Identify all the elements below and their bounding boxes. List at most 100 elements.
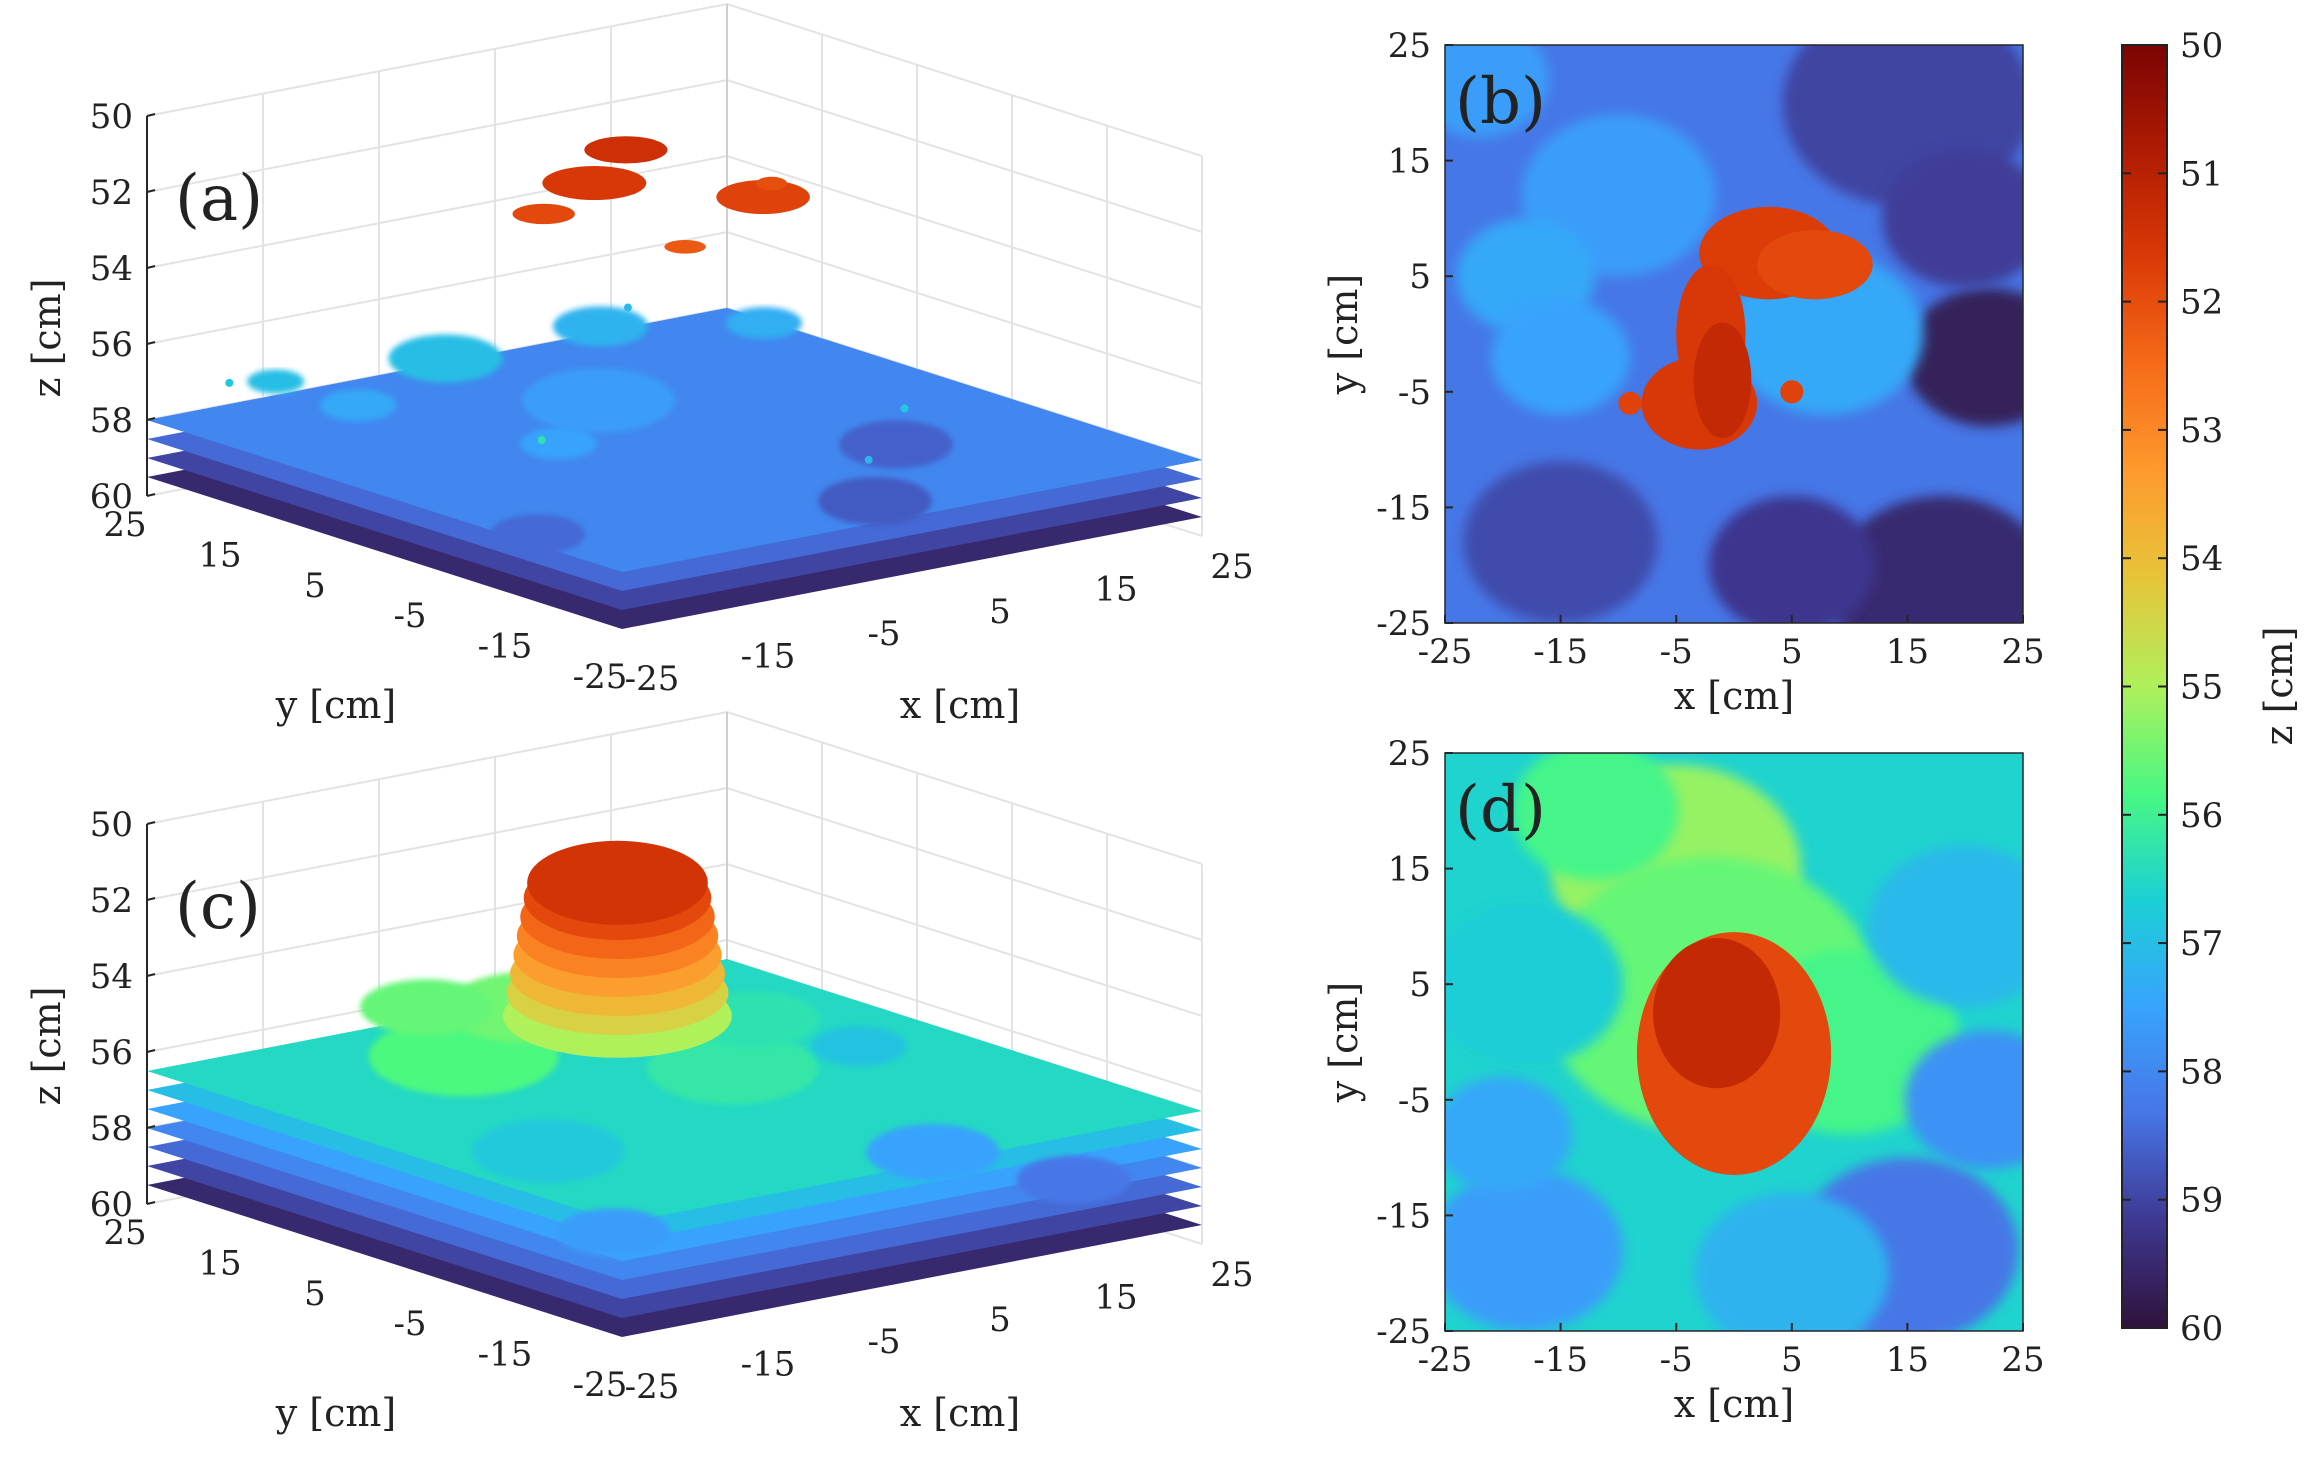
panel-label: (d) xyxy=(1455,773,1546,847)
y-tick-label: -25 xyxy=(1376,604,1431,644)
y-tick-label: 15 xyxy=(1388,142,1431,182)
panel-c-3d-scatter: 50525456586025155-5-15-25-25-15-551525y … xyxy=(25,710,1254,1435)
x-tick-label: -15 xyxy=(741,637,796,677)
x-tick-label: -15 xyxy=(1533,632,1588,672)
surface-patch xyxy=(320,389,396,422)
z-tick xyxy=(146,493,156,497)
x-axis-label: x [cm] xyxy=(900,1391,1020,1435)
object-cloud xyxy=(225,136,909,464)
y-tick-label: 15 xyxy=(198,1243,241,1283)
colorbar-tick-label: 53 xyxy=(2180,411,2223,451)
panel-label: (a) xyxy=(175,162,263,236)
surface-patch xyxy=(556,1208,671,1257)
y-tick-label: 25 xyxy=(103,1213,146,1253)
surface-patch xyxy=(247,369,305,394)
x-tick-label: 5 xyxy=(1781,632,1803,672)
heatmap-region xyxy=(1694,1192,1889,1331)
x-tick-label: 25 xyxy=(1210,1255,1253,1295)
object-blob xyxy=(512,203,575,225)
y-tick-label: 25 xyxy=(103,505,146,545)
surface-patch xyxy=(818,477,932,525)
z-tick-label: 52 xyxy=(90,173,133,213)
z-tick-label: 54 xyxy=(90,249,133,289)
x-tick-label: -5 xyxy=(867,614,900,654)
y-axis-label: y [cm] xyxy=(275,683,397,727)
y-axis-label: y [cm] xyxy=(1322,982,1366,1104)
x-tick-label: 15 xyxy=(1094,1277,1137,1317)
z-axis-label: z [cm] xyxy=(25,986,69,1105)
x-tick-label: -15 xyxy=(1533,1340,1588,1380)
x-tick-label: -25 xyxy=(1418,1340,1473,1380)
surface-patch xyxy=(388,334,503,383)
x-tick-label: -5 xyxy=(1660,632,1693,672)
y-tick-label: -15 xyxy=(1376,488,1431,528)
z-tick-label: 58 xyxy=(90,1109,133,1149)
z-tick xyxy=(146,417,156,421)
colorbar-tick-label: 56 xyxy=(2180,796,2223,836)
y-tick-label: 15 xyxy=(198,535,241,575)
panel-label: (c) xyxy=(175,870,261,944)
surface-patch xyxy=(520,427,597,460)
y-tick-label: 25 xyxy=(1388,26,1431,66)
z-tick xyxy=(146,821,156,825)
z-tick-label: 54 xyxy=(90,957,133,997)
colorbar-tick-label: 60 xyxy=(2180,1309,2223,1349)
surface-patch xyxy=(811,1026,907,1067)
y-tick-label: 25 xyxy=(1388,734,1431,774)
panel-b-heatmap: -25 -15 -5 5 15 25 25 15 5 -5 -15 -25 x [cm] y [cm] (b… xyxy=(1322,26,2045,718)
heatmap-frame xyxy=(1444,44,2024,624)
panel-d-heatmap: -25 -15 -5 5 15 25 25 15 5 -5 -15 -25 x [cm] y [cm] (d… xyxy=(1322,734,2045,1426)
heatmap-image xyxy=(1445,753,2023,1331)
heatmap-region xyxy=(1708,495,1876,623)
x-tick-label: 5 xyxy=(989,592,1011,632)
y-tick-label: -25 xyxy=(573,657,628,697)
z-tick-label: 50 xyxy=(90,805,133,845)
z-tick xyxy=(146,189,156,193)
object-point xyxy=(864,455,873,464)
colorbar-tick-label: 54 xyxy=(2180,539,2223,579)
surface-patch xyxy=(472,1119,624,1184)
object-core xyxy=(1653,937,1781,1089)
y-tick-label: -5 xyxy=(1398,373,1431,413)
heatmap-region xyxy=(1445,903,1623,1066)
y-tick-label: -25 xyxy=(1376,1312,1431,1352)
x-tick-label: -5 xyxy=(867,1322,900,1362)
object-blob xyxy=(755,176,788,191)
x-tick-label: 5 xyxy=(989,1300,1011,1340)
x-tick-label: 25 xyxy=(1210,547,1253,587)
y-tick-label: -15 xyxy=(478,1335,533,1375)
panel-label: (b) xyxy=(1455,65,1546,139)
colorbar-label: z [cm] xyxy=(2257,626,2301,745)
surface-patch xyxy=(839,420,953,469)
axes-front: 50525456586025155-5-15-25-25-15-551525y … xyxy=(25,97,1254,727)
z-tick-label: 60 xyxy=(90,477,133,517)
object-point xyxy=(900,404,909,413)
x-tick-label: 15 xyxy=(1886,1340,1929,1380)
object-point xyxy=(537,436,546,445)
x-axis-label: x [cm] xyxy=(900,683,1020,727)
heatmap-region xyxy=(1905,1030,2023,1170)
axes-front: 50525456586025155-5-15-25-25-15-551525y … xyxy=(25,805,1254,1435)
z-tick-label: 58 xyxy=(90,401,133,441)
z-tick xyxy=(146,1201,156,1205)
heatmap-region xyxy=(1868,845,2023,1008)
colorbar: 50 51 52 53 54 55 56 57 58 59 60 z [cm] xyxy=(2121,26,2301,1349)
x-tick-label: 15 xyxy=(1094,569,1137,609)
panel-a-3d-scatter: 50525456586025155-5-15-25-25-15-551525y … xyxy=(25,2,1254,727)
colorbar-tick-label: 55 xyxy=(2180,668,2223,708)
object-blob xyxy=(664,240,706,254)
object-blob xyxy=(542,166,647,201)
z-tick xyxy=(146,973,156,977)
heatmap-region xyxy=(1512,753,1679,881)
object-region xyxy=(1757,229,1873,300)
y-axis-label: y [cm] xyxy=(1322,274,1366,396)
z-tick xyxy=(146,341,156,345)
z-tick xyxy=(146,265,156,269)
x-tick-label: 25 xyxy=(2001,632,2044,672)
x-tick-label: -25 xyxy=(625,659,680,699)
z-tick-label: 52 xyxy=(90,881,133,921)
object-core xyxy=(1693,322,1752,439)
z-tick xyxy=(146,1125,156,1129)
surface-patch xyxy=(726,307,802,339)
heatmap-region xyxy=(1905,287,2023,427)
